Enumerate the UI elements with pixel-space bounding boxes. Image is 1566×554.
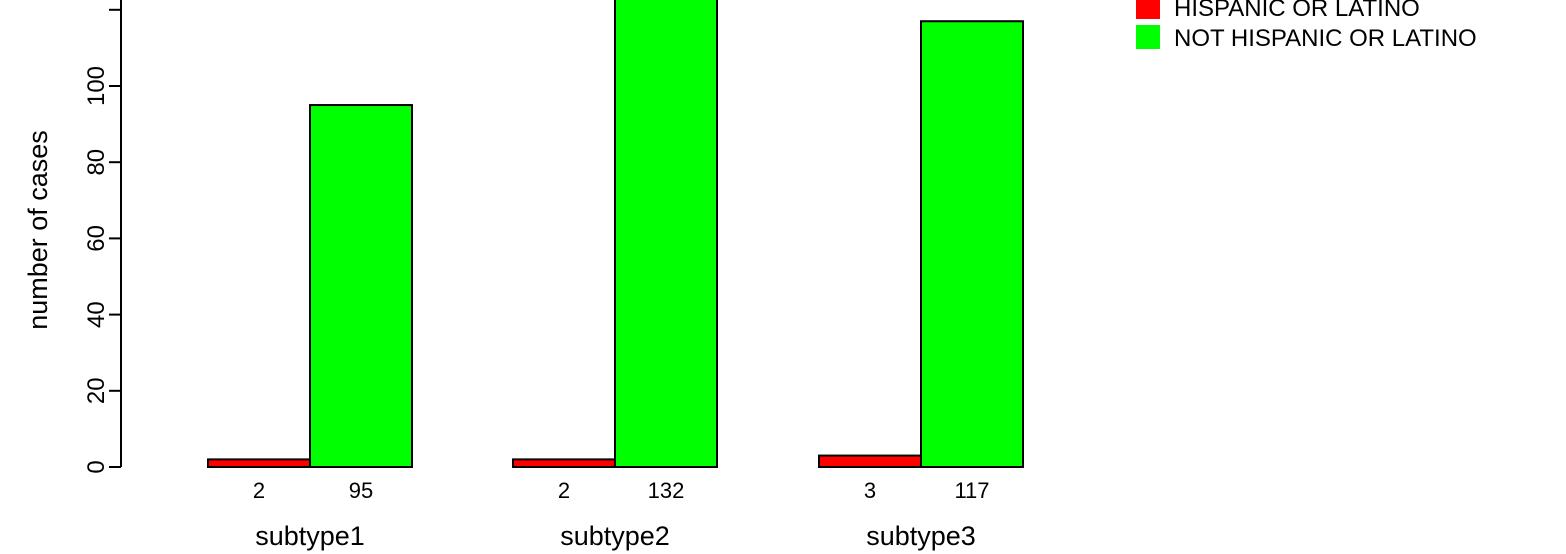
y-axis: 0 20 40 60 80 100 [83, 0, 122, 474]
y-tick-label: 20 [83, 377, 110, 404]
bar-value-label: 2 [558, 478, 570, 503]
category-label: subtype2 [560, 521, 670, 551]
category-label: subtype1 [255, 521, 365, 551]
value-labels: 2 95 2 132 3 117 [253, 478, 990, 503]
y-tick-label: 60 [83, 225, 110, 252]
bar-value-label: 117 [954, 478, 989, 503]
legend-swatch [1136, 25, 1160, 49]
legend-swatch [1136, 0, 1160, 19]
bar-value-label: 3 [864, 478, 876, 503]
y-tick-label: 40 [83, 301, 110, 328]
y-tick-label: 100 [83, 66, 110, 106]
legend-label: NOT HISPANIC OR LATINO [1174, 25, 1477, 52]
bar-value-label: 2 [253, 478, 265, 503]
bar-value-label: 95 [349, 478, 373, 503]
bar [309, 104, 413, 469]
y-axis-title: number of cases [23, 130, 53, 330]
bar [614, 0, 718, 469]
legend: HISPANIC OR LATINO NOT HISPANIC OR LATINO [1136, 0, 1477, 52]
bar [207, 458, 311, 469]
category-label: subtype3 [866, 521, 976, 551]
bar [920, 20, 1024, 468]
y-tick-label: 0 [83, 460, 110, 473]
group-labels: subtype1 subtype2 subtype3 [255, 521, 976, 551]
bar [818, 454, 922, 469]
bar [512, 458, 616, 469]
legend-label: HISPANIC OR LATINO [1174, 0, 1420, 22]
y-tick-label: 80 [83, 149, 110, 176]
bar-value-label: 132 [648, 478, 685, 503]
bars [207, 0, 1024, 469]
